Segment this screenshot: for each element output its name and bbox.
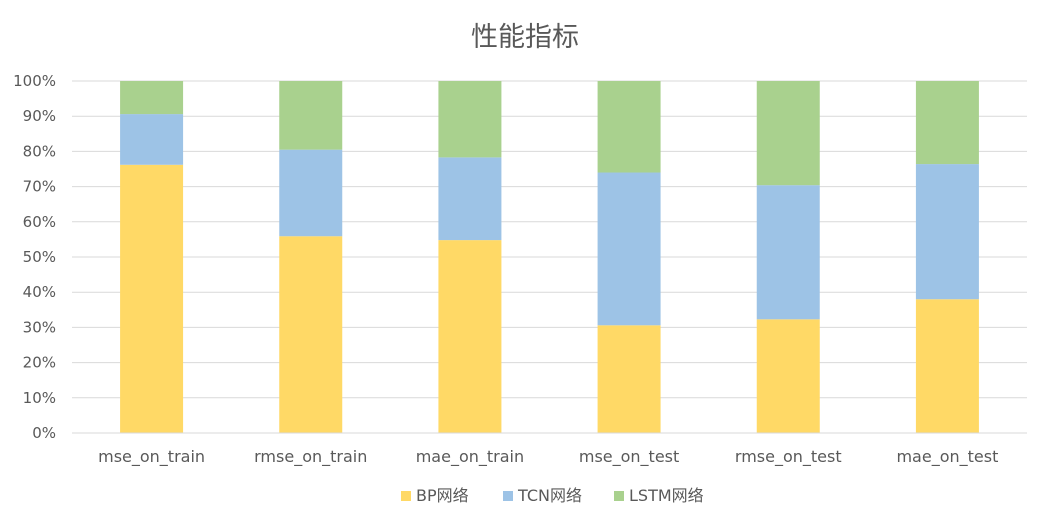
- bar-segment-2: [597, 172, 661, 326]
- bar-segment-3: [120, 81, 184, 115]
- gridlines: [72, 80, 1027, 399]
- legend-label: BP网络: [416, 486, 469, 505]
- bar-segment-1: [279, 236, 343, 433]
- bar-segment-3: [756, 81, 820, 186]
- bar-segment-2: [756, 185, 820, 320]
- x-tick-label: rmse_on_test: [735, 447, 842, 467]
- bar-segment-3: [597, 81, 661, 173]
- legend-label: TCN网络: [517, 486, 582, 505]
- bar-segment-2: [915, 164, 979, 300]
- legend-label: LSTM网络: [629, 486, 704, 505]
- x-tick-label: mse_on_test: [579, 447, 679, 467]
- bar-segment-3: [915, 81, 979, 165]
- legend-swatch: [503, 491, 513, 501]
- x-axis: mse_on_train rmse_on_train mae_on_train mse…: [72, 432, 1027, 467]
- x-tick-label: mse_on_train: [98, 447, 205, 467]
- y-tick-label: 10%: [23, 389, 56, 407]
- legend: BP网络 TCN网络 LSTM网络: [401, 486, 704, 505]
- bar-segment-2: [120, 114, 184, 165]
- bar-segment-2: [438, 157, 502, 241]
- y-tick-label: 90%: [23, 107, 56, 125]
- bar-segment-1: [597, 325, 661, 433]
- legend-swatch: [614, 491, 624, 501]
- bar-segment-1: [120, 164, 184, 433]
- bar-segment-3: [279, 81, 343, 150]
- y-axis-ticks: 0% 10% 20% 30% 40% 50% 60% 70% 80% 90% 100%: [13, 72, 56, 442]
- x-tick-label: mae_on_train: [416, 447, 524, 467]
- y-tick-label: 20%: [23, 354, 56, 372]
- bars: [120, 81, 979, 433]
- bar-segment-1: [438, 240, 502, 433]
- legend-swatch: [401, 491, 411, 501]
- x-tick-label: rmse_on_train: [254, 447, 367, 467]
- y-tick-label: 50%: [23, 248, 56, 266]
- bar-segment-1: [915, 299, 979, 433]
- y-tick-label: 100%: [13, 72, 56, 90]
- y-tick-label: 60%: [23, 213, 56, 231]
- y-tick-label: 80%: [23, 142, 56, 160]
- bar-segment-3: [438, 81, 502, 158]
- y-tick-label: 40%: [23, 283, 56, 301]
- x-tick-label: mae_on_test: [896, 447, 998, 467]
- y-tick-label: 70%: [23, 178, 56, 196]
- chart-title: 性能指标: [471, 22, 579, 53]
- bar-segment-2: [279, 149, 343, 237]
- bar-segment-1: [756, 319, 820, 433]
- y-tick-label: 0%: [32, 424, 56, 442]
- y-tick-label: 30%: [23, 318, 56, 336]
